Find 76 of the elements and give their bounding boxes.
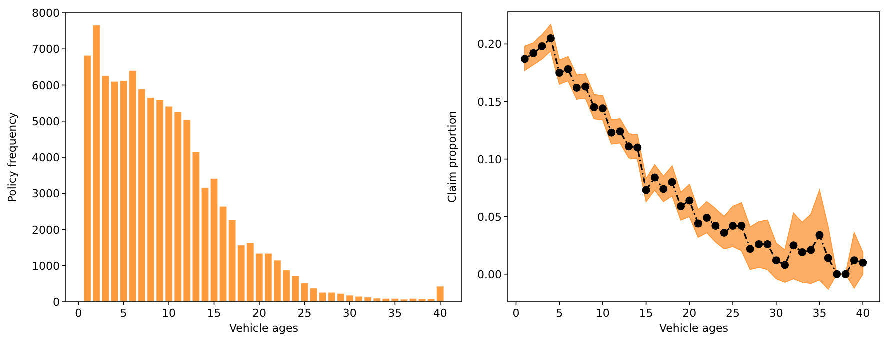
point xyxy=(781,261,790,270)
x-tick-label: 30 xyxy=(769,307,784,320)
y-tick-label: 0.15 xyxy=(478,96,502,109)
x-tick-label: 20 xyxy=(252,307,266,320)
point xyxy=(538,42,546,51)
x-tick-label: 40 xyxy=(856,307,870,320)
x-tick-label: 25 xyxy=(726,307,740,320)
point xyxy=(694,220,702,228)
point xyxy=(712,222,720,230)
point xyxy=(660,185,668,194)
x-tick-label: 20 xyxy=(682,307,697,320)
point xyxy=(572,84,581,92)
point xyxy=(703,214,712,222)
point xyxy=(634,144,642,152)
x-tick-label: 5 xyxy=(120,307,128,320)
point xyxy=(738,222,746,230)
y-tick-label: 4000 xyxy=(32,152,60,164)
x-tick-label: 10 xyxy=(162,307,176,320)
x-tick-label: 0 xyxy=(75,307,82,320)
point xyxy=(746,245,754,254)
x-tick-label: 35 xyxy=(812,307,827,320)
x-tick-label: 25 xyxy=(298,307,312,320)
y-tick-label: 0.10 xyxy=(478,153,502,166)
point xyxy=(850,256,858,265)
point xyxy=(598,104,607,113)
x-tick-label: 5 xyxy=(556,307,564,320)
point xyxy=(642,186,650,194)
y-tick-label: 0.05 xyxy=(478,210,502,224)
point xyxy=(530,49,538,58)
y-tick-label: 0 xyxy=(53,296,60,309)
point xyxy=(764,240,772,248)
point xyxy=(833,270,842,278)
y-tick-label: 7000 xyxy=(32,43,60,56)
x-tick-label: 10 xyxy=(596,307,610,320)
y-tick-label: 2000 xyxy=(32,224,60,237)
x-axis-title: Vehicle ages xyxy=(659,322,729,335)
x-tick-label: 15 xyxy=(207,307,222,320)
point xyxy=(859,258,868,267)
y-tick-label: 8000 xyxy=(32,7,60,20)
y-axis-title: Claim proportion xyxy=(446,110,459,204)
x-tick-label: 40 xyxy=(433,307,448,320)
point xyxy=(790,242,798,250)
y-tick-label: 6000 xyxy=(32,79,60,92)
point xyxy=(816,231,824,240)
point xyxy=(564,66,572,74)
point xyxy=(807,246,816,254)
point xyxy=(582,82,590,91)
point xyxy=(676,202,685,210)
point xyxy=(608,128,616,137)
point xyxy=(729,222,738,230)
y-tick-label: 5000 xyxy=(32,115,60,128)
point xyxy=(624,142,633,151)
point xyxy=(616,128,624,136)
x-tick-label: 30 xyxy=(342,307,357,320)
point xyxy=(556,68,564,77)
y-tick-label: 3000 xyxy=(32,188,60,201)
y-tick-label: 1000 xyxy=(32,260,60,273)
point xyxy=(650,174,659,182)
point xyxy=(590,104,598,112)
y-tick-label: 0.00 xyxy=(478,268,502,282)
point xyxy=(798,248,806,257)
point xyxy=(668,178,676,186)
point xyxy=(720,228,728,237)
point xyxy=(686,196,694,205)
point xyxy=(824,254,832,262)
x-tick-label: 0 xyxy=(512,307,520,320)
point xyxy=(520,55,529,64)
point xyxy=(772,256,780,265)
point xyxy=(842,270,850,278)
y-axis-title: Policy frequency xyxy=(6,112,19,203)
x-axis-title: Vehicle ages xyxy=(229,322,299,335)
y-tick-label: 0.20 xyxy=(478,38,502,52)
point xyxy=(546,34,555,42)
x-tick-label: 15 xyxy=(639,307,654,320)
point xyxy=(755,240,764,248)
x-tick-label: 35 xyxy=(388,307,402,320)
